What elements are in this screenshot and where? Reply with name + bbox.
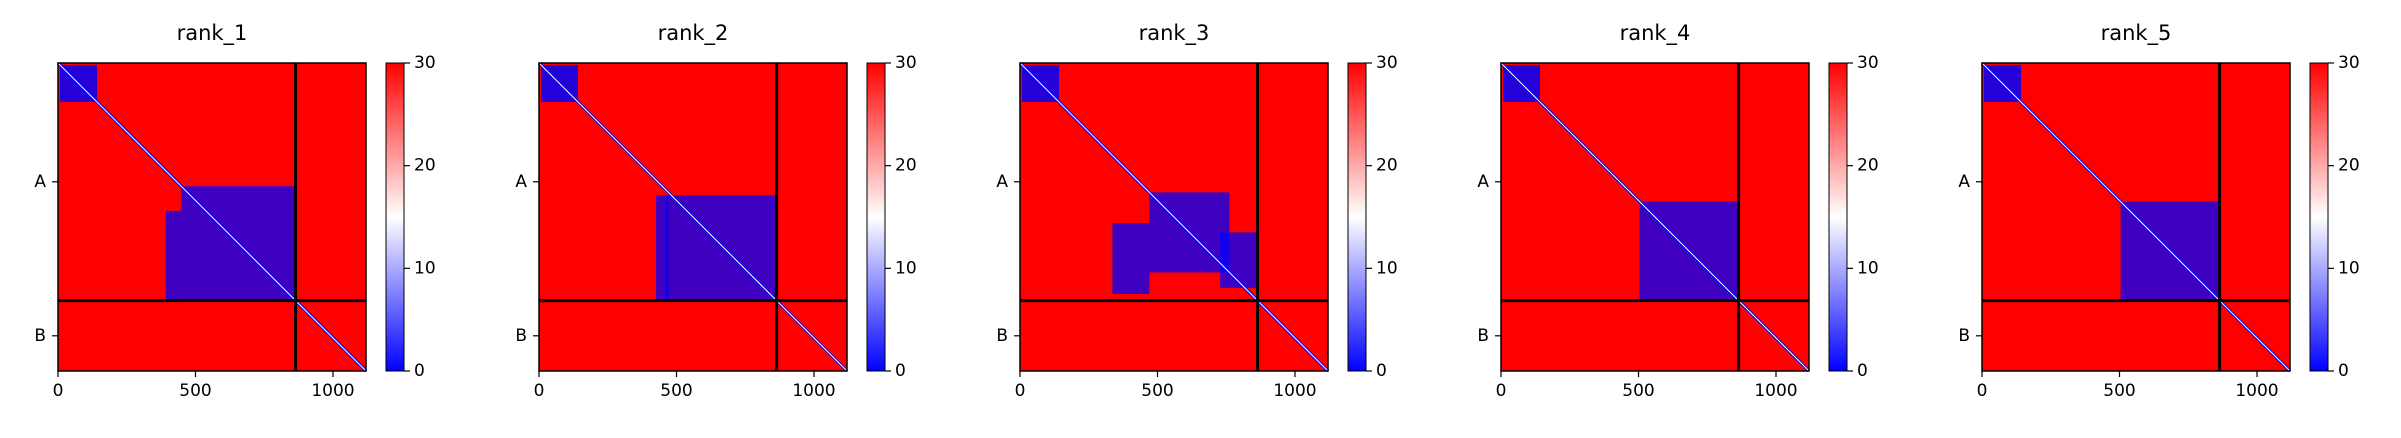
colorbar (866, 62, 886, 372)
y-tick-label: A (1477, 172, 1489, 192)
diagonal-core (1500, 62, 1810, 372)
heatmap (1980, 61, 2292, 373)
y-tick-label: A (515, 172, 527, 192)
colorbar (1347, 62, 1367, 372)
diagonal-core (538, 62, 848, 372)
diagonal-core (1019, 62, 1329, 372)
axes-frame (57, 62, 367, 372)
x-tick-label: 500 (179, 381, 211, 401)
colorbar-tick-label: 10 (1376, 258, 1398, 278)
panel-title: rank_4 (1620, 21, 1691, 46)
panel-title: rank_5 (2101, 21, 2172, 46)
panel-title: rank_3 (1139, 21, 1210, 46)
y-tick-label: A (996, 172, 1008, 192)
low-error-block (1220, 232, 1258, 288)
colorbar-tick-label: 30 (414, 53, 436, 73)
heatmap (1018, 61, 1330, 373)
axes-frame (1981, 62, 2291, 372)
colorbar-tick-label: 10 (2338, 258, 2360, 278)
colorbar-tick-label: 10 (414, 258, 436, 278)
colorbar-tick-label: 20 (2338, 156, 2360, 176)
colorbar (385, 62, 405, 372)
axes-frame (1500, 62, 1810, 372)
panel-title: rank_2 (658, 21, 729, 46)
x-tick-label: 500 (1622, 381, 1654, 401)
x-tick-label: 1000 (1273, 381, 1316, 401)
diagonal-core (1981, 62, 2291, 372)
x-tick-label: 0 (53, 381, 64, 401)
low-error-block (656, 195, 669, 301)
colorbar-tick-label: 20 (895, 156, 917, 176)
colorbar-tick-label: 10 (1857, 258, 1879, 278)
x-tick-label: 500 (660, 381, 692, 401)
colorbar-tick-label: 20 (414, 156, 436, 176)
y-tick-label: B (1958, 326, 1970, 346)
colorbar (1828, 62, 1848, 372)
colorbar-tick-label: 0 (1376, 361, 1387, 381)
colorbar-tick-label: 30 (1376, 53, 1398, 73)
x-tick-label: 0 (534, 381, 545, 401)
diagonal-core (57, 62, 367, 372)
colorbar-tick-label: 10 (895, 258, 917, 278)
x-tick-label: 1000 (311, 381, 354, 401)
x-tick-label: 1000 (1754, 381, 1797, 401)
x-tick-label: 0 (1015, 381, 1026, 401)
y-tick-label: B (996, 326, 1008, 346)
y-tick-label: B (515, 326, 527, 346)
y-tick-label: B (1477, 326, 1489, 346)
colorbar-tick-label: 0 (895, 361, 906, 381)
colorbar-tick-label: 30 (2338, 53, 2360, 73)
axes-frame (1019, 62, 1329, 372)
x-tick-label: 1000 (792, 381, 835, 401)
y-tick-label: B (34, 326, 46, 346)
colorbar-tick-label: 20 (1857, 156, 1879, 176)
colorbar-tick-label: 0 (1857, 361, 1868, 381)
panel-title: rank_1 (177, 21, 248, 46)
x-tick-label: 0 (1496, 381, 1507, 401)
heatmap (56, 61, 368, 373)
x-tick-label: 500 (2103, 381, 2135, 401)
x-tick-label: 0 (1977, 381, 1988, 401)
y-tick-label: A (34, 172, 46, 192)
low-error-block (165, 210, 182, 301)
colorbar-tick-label: 20 (1376, 156, 1398, 176)
colorbar-tick-label: 0 (414, 361, 425, 381)
colorbar-tick-label: 30 (1857, 53, 1879, 73)
heatmap (1499, 61, 1811, 373)
colorbar-tick-label: 30 (895, 53, 917, 73)
x-tick-label: 1000 (2235, 381, 2278, 401)
low-error-block (1112, 223, 1150, 294)
heatmap (537, 61, 849, 373)
x-tick-label: 500 (1141, 381, 1173, 401)
axes-frame (538, 62, 848, 372)
y-tick-label: A (1958, 172, 1970, 192)
colorbar (2309, 62, 2329, 372)
colorbar-tick-label: 0 (2338, 361, 2349, 381)
